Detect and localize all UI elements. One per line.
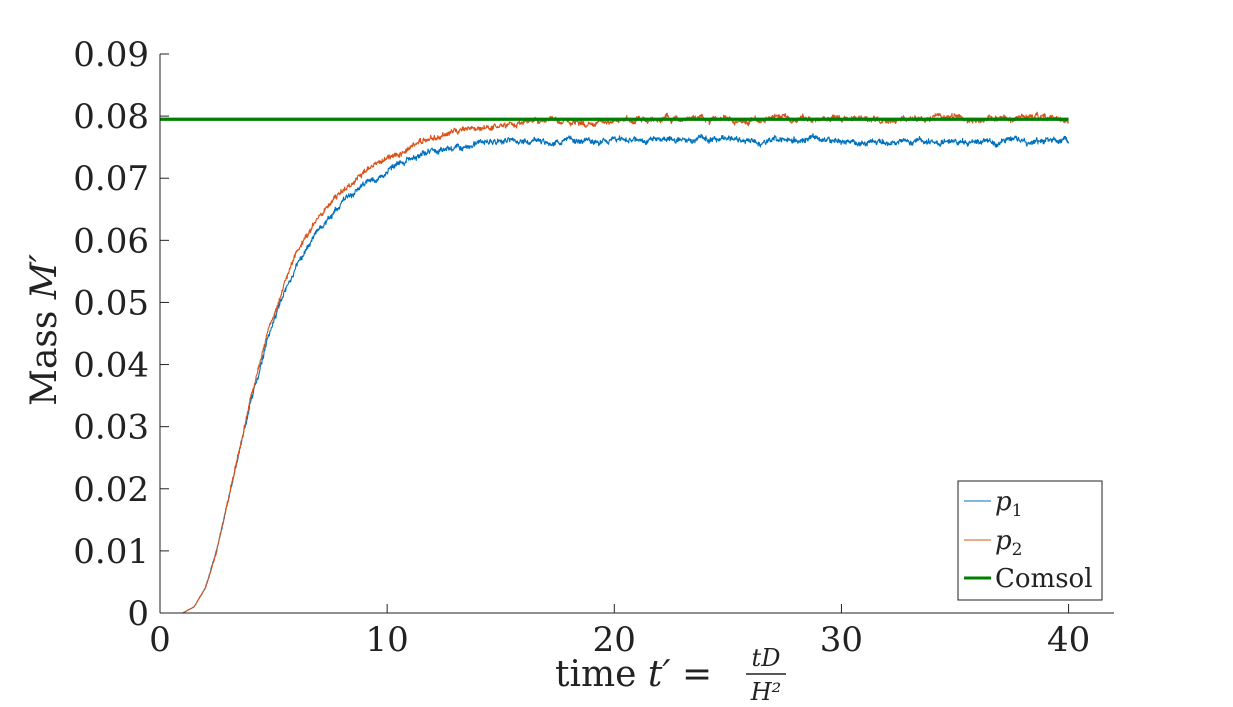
legend-item-comsol: Comsol	[964, 564, 1093, 594]
svg-text:Comsol: Comsol	[995, 564, 1093, 594]
y-tick-label: 0.08	[73, 97, 149, 137]
y-tick-label: 0.05	[73, 283, 149, 323]
x-tick-label: 30	[820, 620, 863, 660]
y-tick-label: 0.04	[73, 346, 149, 386]
legend: p1 p2 Comsol	[957, 480, 1103, 601]
axes: 0 0.01 0.02 0.03 0.04 0.05 0.06 0.07 0.08 0.09 0 10…	[73, 35, 1114, 660]
plot-area	[159, 111, 1070, 614]
svg-text:tD: tD	[752, 644, 781, 672]
x-tick-label: 10	[366, 620, 409, 660]
series-line-p1	[159, 133, 1070, 614]
series-line-p2	[159, 111, 1070, 614]
svg-text:p1: p1	[995, 487, 1022, 521]
x-tick-label: 20	[593, 620, 636, 660]
y-tick-label: 0	[127, 594, 149, 634]
legend-item-p2: p2	[964, 526, 1022, 560]
y-tick-label: 0.01	[73, 532, 149, 572]
x-axis-label: time t′ = tD H²	[555, 644, 786, 706]
svg-text:H²: H²	[750, 678, 782, 706]
y-tick-label: 0.07	[73, 159, 149, 199]
y-tick-label: 0.03	[73, 408, 149, 448]
y-tick-label: 0.02	[73, 470, 149, 510]
svg-text:p2: p2	[995, 526, 1022, 560]
x-tick-label: 0	[149, 620, 171, 660]
legend-item-p1: p1	[964, 487, 1022, 521]
y-axis-label: Mass M′	[24, 254, 65, 406]
svg-text:time t′ =: time t′ =	[555, 654, 712, 695]
y-tick-label: 0.06	[73, 221, 149, 261]
y-tick-label: 0.09	[73, 35, 149, 75]
x-tick-label: 40	[1047, 620, 1090, 660]
